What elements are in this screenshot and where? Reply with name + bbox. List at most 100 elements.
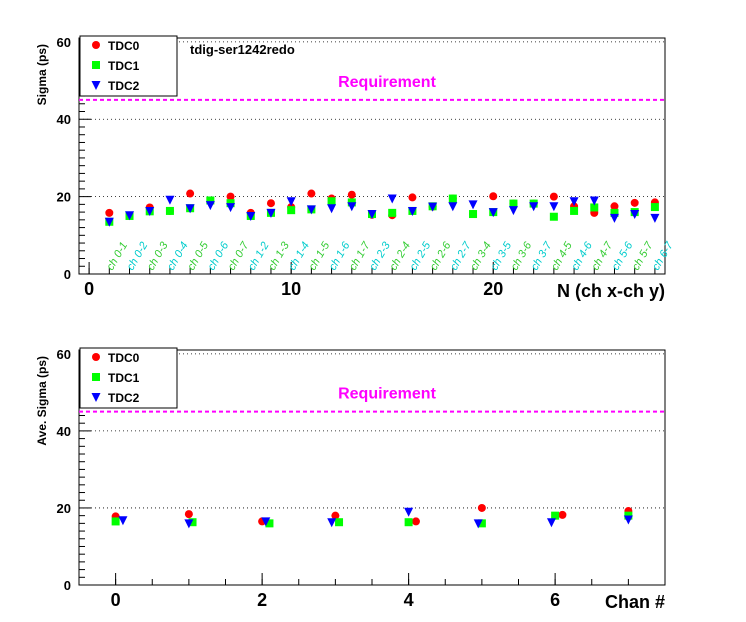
data-point xyxy=(558,510,567,519)
data-point xyxy=(407,206,417,216)
y-tick-label: 0 xyxy=(64,578,71,593)
data-point xyxy=(266,199,275,208)
data-point xyxy=(551,511,560,520)
y-tick-label: 40 xyxy=(57,112,71,127)
data-point xyxy=(404,507,414,517)
legend-marker xyxy=(92,373,100,381)
data-point xyxy=(469,210,478,219)
x-tick-label: 0 xyxy=(84,279,94,299)
data-point xyxy=(477,519,486,528)
legend-marker xyxy=(92,41,100,49)
data-point xyxy=(590,203,599,212)
data-point xyxy=(569,197,579,207)
x-axis-title: N (ch x-ch y) xyxy=(557,281,665,301)
data-point xyxy=(509,199,518,208)
data-point xyxy=(111,517,120,526)
chart-annotation: tdig-ser1242redo xyxy=(190,42,295,57)
x-tick-label: 4 xyxy=(404,590,414,610)
data-point xyxy=(327,197,336,206)
x-tick-label: 10 xyxy=(281,279,301,299)
y-tick-label: 40 xyxy=(57,424,71,439)
data-point xyxy=(448,194,457,203)
data-point xyxy=(188,518,197,527)
x-tick-label: 6 xyxy=(550,590,560,610)
data-point xyxy=(307,189,316,198)
legend-label: TDC1 xyxy=(108,371,140,385)
legend-marker xyxy=(92,353,100,361)
data-point xyxy=(226,203,236,213)
data-point xyxy=(347,190,356,199)
data-point xyxy=(246,211,256,221)
x-tick-label: 20 xyxy=(483,279,503,299)
data-point xyxy=(261,517,271,527)
pair-sigma-panel: 0 20 40 60 0 10 20 N (ch x-ch y) Sigma (ps) Requi… xyxy=(35,35,676,301)
data-point xyxy=(549,212,558,221)
legend-marker xyxy=(91,393,101,402)
y-axis-title: Sigma (ps) xyxy=(35,44,49,105)
data-point xyxy=(266,208,276,218)
data-point xyxy=(428,202,438,212)
data-point xyxy=(145,206,155,216)
data-point xyxy=(105,208,114,217)
series-tdc2 xyxy=(104,194,660,227)
legend-marker xyxy=(92,61,100,69)
data-point xyxy=(387,194,397,204)
data-point xyxy=(630,198,639,207)
legend-label: TDC2 xyxy=(108,391,140,405)
data-point xyxy=(630,210,640,220)
x-tick-label: 0 xyxy=(111,590,121,610)
data-point xyxy=(448,202,458,212)
data-point xyxy=(488,208,498,218)
data-point xyxy=(570,206,579,215)
data-point xyxy=(347,202,357,212)
category-label: ch 6-7 xyxy=(650,239,676,272)
y-tick-label: 60 xyxy=(57,347,71,362)
data-point xyxy=(165,195,175,205)
data-point xyxy=(184,519,194,529)
data-point xyxy=(610,208,619,217)
data-point xyxy=(549,192,558,201)
data-point xyxy=(388,208,397,217)
data-point xyxy=(185,204,195,214)
data-point xyxy=(327,518,337,528)
data-point xyxy=(104,217,114,227)
legend-label: TDC0 xyxy=(108,351,140,365)
data-point xyxy=(335,518,344,527)
data-point xyxy=(206,196,215,205)
data-point xyxy=(327,204,337,214)
data-point xyxy=(623,515,633,525)
data-point xyxy=(118,516,128,526)
x-tick-label: 2 xyxy=(257,590,267,610)
channel-avg-sigma-panel: 0 20 40 60 0 2 4 6 Chan # Ave. Sigma (ps) Requirem… xyxy=(35,347,666,612)
data-point xyxy=(404,518,413,527)
data-point xyxy=(610,202,619,211)
legend-label: TDC2 xyxy=(108,79,140,93)
data-point xyxy=(529,202,539,212)
data-point xyxy=(468,200,478,210)
data-point xyxy=(549,202,559,212)
data-point xyxy=(306,205,316,215)
data-point xyxy=(184,510,193,519)
data-point xyxy=(367,210,377,220)
data-point xyxy=(265,519,274,528)
data-point xyxy=(477,503,486,512)
data-point xyxy=(609,213,619,223)
data-point xyxy=(411,517,420,526)
series-tdc2 xyxy=(118,507,633,529)
data-point xyxy=(650,213,660,223)
data-point xyxy=(287,206,296,215)
data-point xyxy=(331,511,340,520)
data-point xyxy=(489,192,498,201)
y-tick-label: 60 xyxy=(57,35,71,50)
data-point xyxy=(125,211,135,221)
data-point xyxy=(473,519,483,529)
data-point xyxy=(546,518,556,528)
requirement-label: Requirement xyxy=(338,386,436,403)
data-point xyxy=(226,192,235,201)
y-tick-label: 20 xyxy=(57,190,71,205)
y-axis-title: Ave. Sigma (ps) xyxy=(35,356,49,446)
data-point xyxy=(286,197,296,207)
legend-label: TDC1 xyxy=(108,59,140,73)
y-tick-label: 0 xyxy=(64,267,71,282)
